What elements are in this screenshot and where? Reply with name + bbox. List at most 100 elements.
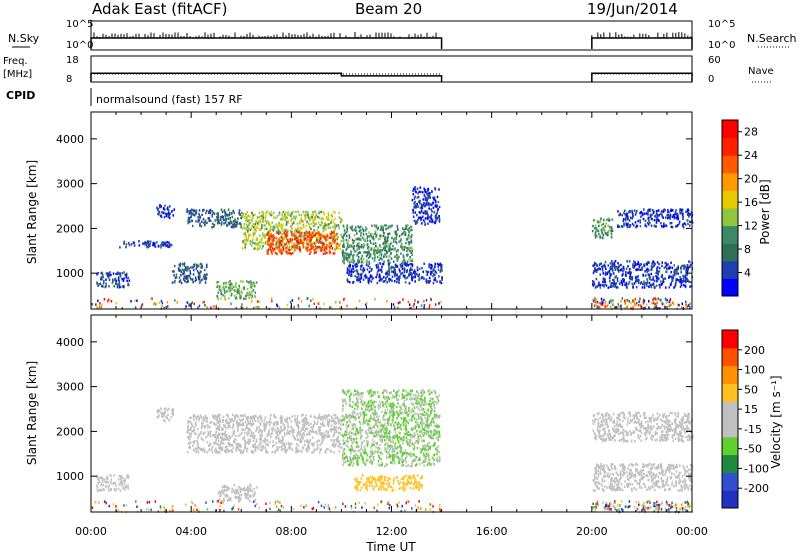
power-ground	[185, 305, 187, 308]
power-cell	[258, 216, 261, 219]
power-colorbar-swatch	[722, 120, 738, 139]
power-cell	[396, 253, 398, 256]
power-cell	[320, 249, 322, 252]
velocity-cell	[286, 416, 289, 420]
power-cell	[611, 227, 613, 231]
velocity-cell	[285, 442, 288, 445]
power-cell	[388, 244, 391, 247]
power-cell	[331, 231, 334, 235]
velocity-cell	[265, 438, 268, 442]
power-cell	[426, 202, 429, 205]
power-ground	[386, 300, 388, 303]
power-cell	[308, 240, 311, 243]
power-cell	[649, 215, 652, 218]
power-cell	[332, 220, 335, 224]
power-cell	[250, 226, 253, 230]
power-cell	[379, 262, 382, 265]
velocity-cell	[372, 458, 375, 462]
power-cell	[628, 210, 630, 214]
power-cell	[684, 279, 686, 283]
power-cell	[275, 241, 278, 244]
power-cell	[376, 227, 379, 231]
power-cell	[393, 230, 396, 234]
power-cell	[634, 221, 637, 224]
power-cell	[384, 239, 387, 243]
power-ground	[612, 299, 614, 302]
velocity-cell	[250, 417, 252, 420]
power-cell	[429, 191, 431, 195]
power-cell	[621, 267, 623, 271]
power-cell	[380, 257, 382, 260]
velocity-cell	[323, 424, 325, 427]
power-cell	[162, 207, 165, 210]
velocity-cell	[429, 421, 432, 425]
power-cell	[631, 211, 634, 214]
power-colorbar-tick-label: 24	[744, 149, 758, 162]
power-cell	[632, 260, 635, 263]
velocity-cell	[311, 442, 313, 446]
power-cell	[383, 280, 386, 283]
power-cell	[259, 220, 261, 224]
velocity-cell	[240, 423, 242, 427]
power-cell	[636, 275, 638, 279]
velocity-cell	[226, 436, 229, 440]
velocity-cell	[361, 403, 364, 406]
power-cell	[428, 281, 430, 284]
velocity-cell	[318, 413, 321, 417]
power-cell	[670, 225, 673, 229]
power-cell	[287, 221, 290, 224]
power-cell	[190, 211, 192, 214]
power-cell	[252, 214, 255, 217]
power-cell	[342, 234, 345, 238]
velocity-cell	[294, 438, 296, 441]
power-cell	[625, 284, 628, 287]
power-cell	[671, 225, 674, 229]
power-cell	[651, 217, 653, 221]
power-cell	[379, 228, 382, 232]
power-cell	[246, 215, 248, 219]
power-cell	[180, 281, 183, 285]
power-cell	[205, 265, 208, 269]
power-cell	[418, 200, 420, 203]
power-cell	[146, 245, 149, 249]
velocity-cell	[384, 446, 386, 450]
velocity-cell	[227, 415, 229, 418]
power-cell	[411, 253, 414, 257]
power-cell	[411, 258, 413, 261]
power-cell	[424, 190, 427, 194]
velocity-cell	[265, 423, 268, 426]
power-ground	[617, 303, 620, 306]
power-cell	[107, 273, 109, 277]
power-cell	[670, 221, 673, 225]
power-cell	[412, 276, 415, 279]
velocity-cell	[317, 427, 320, 430]
velocity-cell	[338, 443, 341, 446]
velocity-cell	[421, 425, 424, 429]
power-cell	[329, 233, 332, 236]
power-cell	[267, 239, 269, 242]
velocity-cell	[231, 426, 234, 430]
power-cell	[244, 246, 246, 249]
velocity-cell	[335, 426, 338, 429]
power-ground	[626, 305, 628, 309]
power-cell	[349, 253, 351, 256]
power-cell	[636, 268, 639, 271]
velocity-cell	[213, 435, 216, 438]
power-cell	[677, 272, 679, 275]
velocity-cell	[249, 420, 252, 423]
velocity-cell	[273, 413, 275, 417]
power-cell	[313, 248, 315, 252]
velocity-cell	[321, 441, 323, 445]
power-cell	[369, 233, 372, 236]
power-cell	[407, 246, 410, 250]
date-label: 19/Jun/2014	[587, 0, 678, 18]
power-cell	[628, 225, 631, 228]
velocity-cell	[220, 436, 222, 440]
power-cell	[243, 223, 245, 226]
velocity-cell	[323, 433, 326, 437]
power-cell	[343, 229, 346, 232]
power-cell	[434, 214, 437, 218]
power-cell	[251, 284, 254, 288]
power-cell	[660, 213, 663, 216]
